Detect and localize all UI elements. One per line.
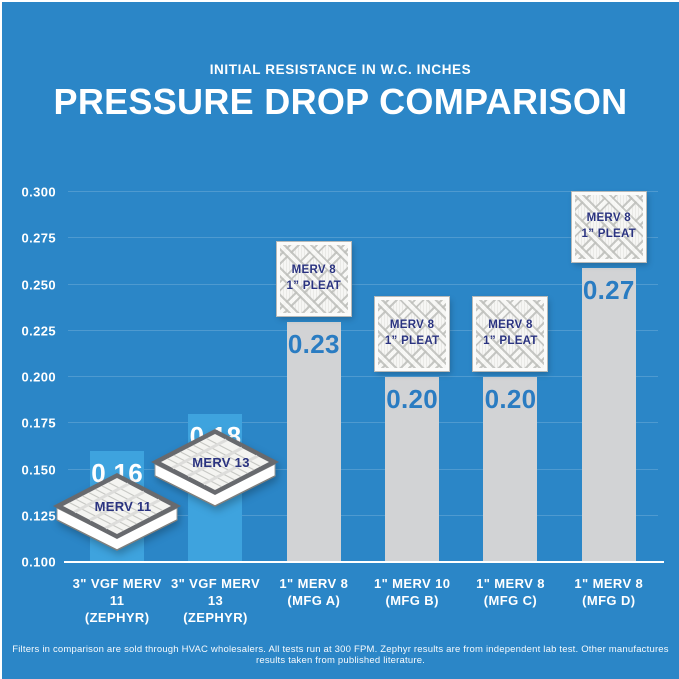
y-tick-label: 0.100 <box>21 554 56 570</box>
y-tick-label: 0.250 <box>21 277 56 292</box>
bar-value-label: 0.20 <box>484 384 537 414</box>
gridline <box>68 514 658 516</box>
filter-photo-merv11: MERV 11 <box>51 468 183 552</box>
y-tick-label: 0.200 <box>21 369 56 385</box>
gridline <box>68 376 658 377</box>
filter-badge-label: MERV 11 <box>95 499 152 514</box>
x-tick-label: 3" VGF MERV 11 (ZEPHYR) <box>72 576 162 625</box>
x-tick-label: 1" MERV 8 (MFG C) <box>476 576 545 608</box>
gridline <box>68 422 658 424</box>
bar-group-merv13-zephyr: MERV 13 0.18 <box>151 192 280 562</box>
chart-subtitle: INITIAL RESISTANCE IN W.C. INCHES <box>209 62 472 77</box>
gridline <box>68 237 658 239</box>
filter-photo-merv8-pleat: MERV 8 1” PLEAT <box>570 191 647 263</box>
bar-merv8-mfg-c: 0.20 <box>483 377 538 562</box>
y-tick-label: 0.175 <box>21 415 56 431</box>
x-tick-label: 1" MERV 8 (MFG A) <box>279 576 349 608</box>
y-tick-label: 0.125 <box>21 508 56 524</box>
bar-value-label: 0.23 <box>287 328 340 359</box>
bar-merv8-mfg-d: 0.27 <box>581 267 636 562</box>
bar-group-merv11-zephyr: MERV 11 0.16 <box>53 192 182 562</box>
x-tick-label: 1" MERV 10 (MFG B) <box>373 576 451 608</box>
bar-group-merv8-mfg-c: MERV 8 1” PLEAT 0.20 <box>461 192 559 562</box>
y-axis: 0.100 0.125 0.150 0.175 0.200 0.225 0.250 0.275… <box>6 185 62 570</box>
x-axis-labels: 3" VGF MERV 11 (ZEPHYR) 3" VGF MERV 13 (ZE… <box>68 576 658 627</box>
filter-photo-merv13: MERV 13 <box>149 424 281 508</box>
plot-area: MERV 11 0.16 <box>53 191 664 563</box>
y-tick-label: 0.275 <box>21 230 56 246</box>
y-tick-label: 0.225 <box>21 323 56 339</box>
footnote: Filters in comparison are sold through H… <box>12 644 669 666</box>
bar-columns: MERV 11 0.16 <box>53 191 658 562</box>
chart-title: PRESSURE DROP COMPARISON <box>53 81 628 122</box>
y-tick-label: 0.300 <box>21 184 56 200</box>
filter-badge-label: MERV 8 <box>586 212 631 225</box>
bar-value-label: 0.27 <box>582 274 635 305</box>
bar-merv8-mfg-a: 0.23 <box>286 321 341 562</box>
gridline <box>68 329 658 331</box>
x-tick-label: 1" MERV 8 (MFG D) <box>574 576 644 608</box>
x-axis-line <box>64 560 664 563</box>
filter-badge-label: MERV 8 <box>389 319 435 332</box>
x-tick-label: 3" VGF MERV 13 (ZEPHYR) <box>170 576 261 625</box>
filter-photo-merv8-pleat: MERV 8 1” PLEAT <box>275 240 352 317</box>
filter-badge-label: 1” PLEAT <box>483 335 538 347</box>
pleated-filter-3d-icon: MERV 13 <box>151 429 280 507</box>
pleated-filter-3d-icon: MERV 11 <box>53 473 182 551</box>
filter-photo-merv8-pleat: MERV 8 1” PLEAT <box>374 296 451 372</box>
gridline <box>68 283 658 285</box>
y-tick-label: 0.150 <box>21 462 56 477</box>
filter-badge-label: 1” PLEAT <box>286 279 342 292</box>
bar-merv10-mfg-b: 0.20 <box>385 377 440 562</box>
gridline <box>68 191 658 192</box>
filter-badge-label: MERV 8 <box>488 319 533 332</box>
bar-group-merv8-mfg-d: MERV 8 1” PLEAT 0.27 <box>560 191 658 562</box>
gridline <box>68 468 658 470</box>
filter-photo-merv8-pleat: MERV 8 1” PLEAT <box>472 296 549 372</box>
bar-group-merv10-mfg-b: MERV 8 1” PLEAT 0.20 <box>363 192 461 562</box>
filter-badge-label: 1” PLEAT <box>384 335 440 347</box>
filter-badge-label: MERV 13 <box>193 455 251 470</box>
filter-badge-label: 1” PLEAT <box>581 227 637 240</box>
filter-badge-label: MERV 8 <box>291 263 337 276</box>
bar-value-label: 0.20 <box>386 384 439 414</box>
bar-group-merv8-mfg-a: MERV 8 1” PLEAT 0.23 <box>265 192 363 562</box>
